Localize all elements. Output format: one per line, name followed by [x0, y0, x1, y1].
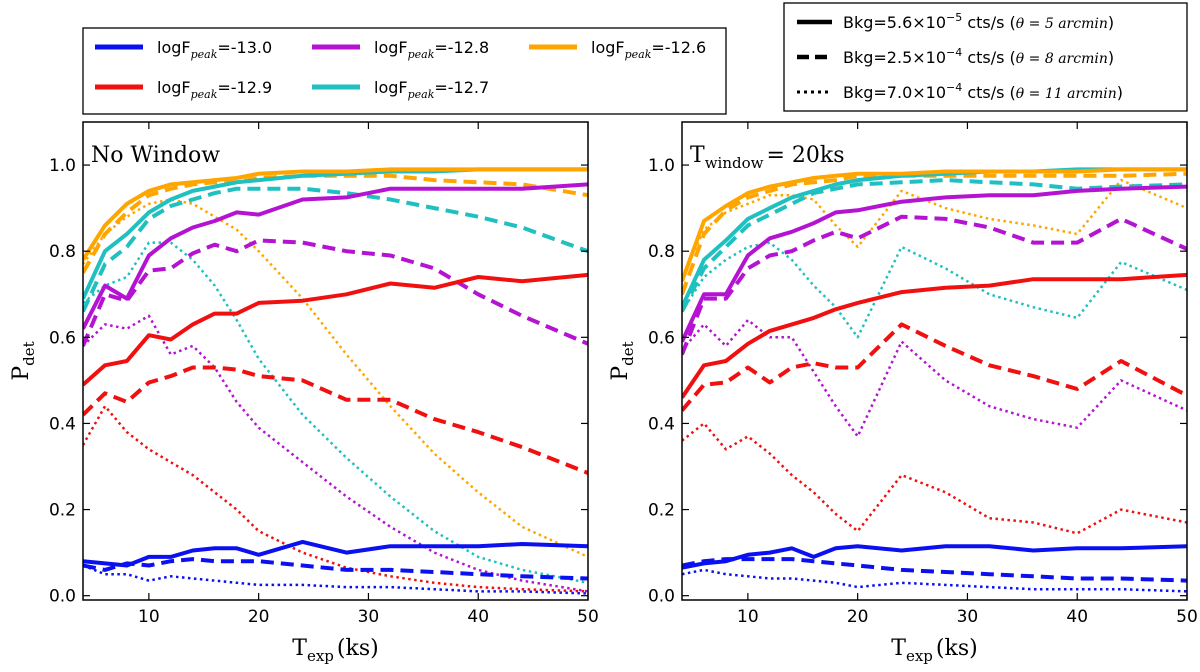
x-tick-label: 30: [358, 607, 380, 627]
x-tick-label: 10: [138, 607, 160, 627]
y-tick-label: 0.0: [648, 587, 675, 607]
y-axis-title: Pdet: [608, 341, 637, 380]
panel-label: Twindow = 20ks: [690, 143, 845, 172]
legend-label: Bkg=2.5×10−4 cts/s (θ = 8 arcmin): [843, 46, 1114, 67]
series-group: [682, 167, 1187, 593]
y-tick-label: 0.0: [49, 587, 76, 607]
y-axis-title: Pdet: [9, 341, 38, 380]
x-tick-label: 30: [957, 607, 979, 627]
x-tick-label: 40: [1066, 607, 1088, 627]
legend-flux: logFpeak=-13.0 logFpeak=-12.9 logFpeak=-12…: [82, 27, 727, 115]
y-tick-label: 1.0: [49, 156, 76, 176]
legend-label: Bkg=5.6×10−5 cts/s (θ = 5 arcmin): [843, 11, 1114, 32]
series-line: [682, 568, 1187, 593]
legend-label: logFpeak=-12.6: [591, 38, 706, 61]
series-line: [682, 171, 1187, 295]
right-panel-window-20ks: 10 20 30 40 50 0.0 0.2 0.4 0.6 0.8 1.0 Texp (ks) Pdet…: [608, 121, 1198, 665]
series-line: [682, 167, 1187, 282]
series-line: [83, 238, 588, 347]
legend-label: logFpeak=-12.9: [157, 78, 272, 101]
y-tick-label: 0.2: [648, 501, 675, 521]
series-line: [83, 365, 588, 475]
panel-label: No Window: [91, 143, 220, 168]
y-tick-label: 0.6: [648, 328, 675, 348]
series-line: [682, 544, 1187, 570]
y-tick-label: 0.8: [49, 242, 76, 262]
x-axis-title: Texp (ks): [891, 636, 977, 665]
series-line: [682, 178, 1187, 313]
y-tick-label: 0.2: [49, 501, 76, 521]
left-panel-no-window: 10 20 30 40 50 0.0 0.2 0.4 0.6 0.8 1.0 Texp (ks) Pdet…: [9, 121, 599, 665]
x-tick-label: 20: [248, 607, 270, 627]
legend-flux-entry: logFpeak=-13.0: [95, 38, 272, 61]
series-line: [682, 322, 1187, 412]
series-line: [83, 272, 588, 387]
axes-frame: [82, 121, 589, 601]
series-line: [682, 184, 1187, 343]
series-line: [83, 564, 588, 595]
legend-flux-box: [82, 27, 727, 115]
y-tick-label: 0.6: [49, 328, 76, 348]
legend-flux-entry: logFpeak=-12.7: [312, 78, 489, 101]
legend-label: logFpeak=-13.0: [157, 38, 272, 61]
legend-bkg-entry: Bkg=2.5×10−4 cts/s (θ = 8 arcmin): [797, 46, 1114, 67]
x-tick-label: 20: [847, 607, 869, 627]
x-tick-label: 10: [737, 607, 759, 627]
legend-label: logFpeak=-12.8: [374, 38, 489, 61]
y-tick-label: 1.0: [648, 156, 675, 176]
x-tick-label: 40: [467, 607, 489, 627]
series-line: [682, 214, 1187, 356]
series-line: [83, 539, 588, 568]
legend-label: logFpeak=-12.7: [374, 78, 489, 101]
x-axis-title: Texp (ks): [292, 636, 378, 665]
legend-bkg-entry: Bkg=5.6×10−5 cts/s (θ = 5 arcmin): [797, 11, 1114, 32]
series-line: [83, 404, 588, 593]
series-line: [83, 182, 588, 330]
legend-bkg-entry: Bkg=7.0×10−4 cts/s (θ = 11 arcmin): [797, 81, 1123, 102]
series-line: [682, 557, 1187, 583]
series-line: [682, 422, 1187, 535]
x-tick-label: 50: [577, 607, 599, 627]
series-group: [83, 167, 588, 595]
series-line: [83, 557, 588, 581]
legend-bkg-box: [783, 2, 1188, 112]
legend-flux-entry: logFpeak=-12.6: [529, 38, 706, 61]
legend-background: Bkg=5.6×10−5 cts/s (θ = 5 arcmin) Bkg=2.5…: [783, 2, 1188, 112]
series-line: [682, 178, 1187, 278]
series-line: [83, 167, 588, 261]
series-line: [83, 186, 588, 313]
x-tick-label: 50: [1176, 607, 1198, 627]
series-line: [682, 272, 1187, 399]
legend-flux-entry: logFpeak=-12.9: [95, 78, 272, 101]
legend-flux-entry: logFpeak=-12.8: [312, 38, 489, 61]
y-tick-label: 0.4: [648, 414, 675, 434]
legend-label: Bkg=7.0×10−4 cts/s (θ = 11 arcmin): [843, 81, 1123, 102]
y-tick-label: 0.8: [648, 242, 675, 262]
series-line: [83, 314, 588, 593]
y-tick-label: 0.4: [49, 414, 76, 434]
axes-frame: [681, 121, 1188, 601]
